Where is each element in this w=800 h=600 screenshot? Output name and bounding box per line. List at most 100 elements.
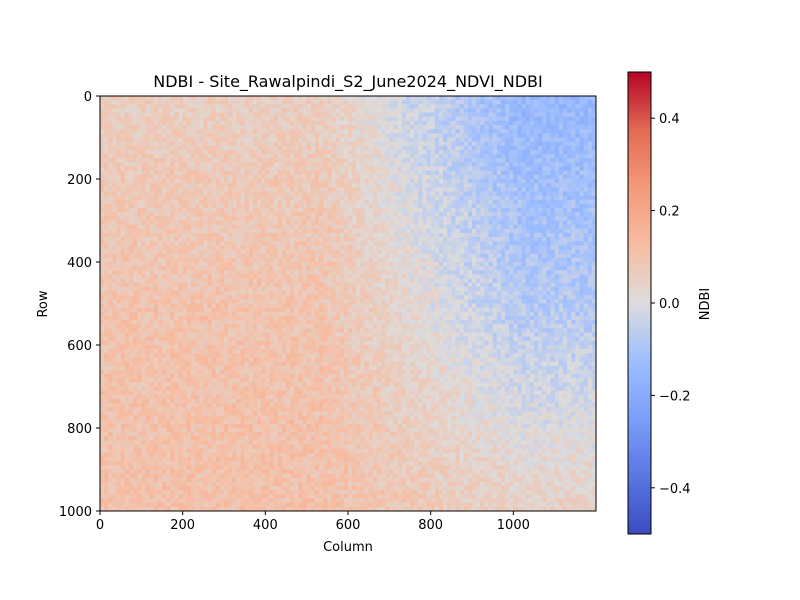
heatmap-cell bbox=[319, 100, 324, 105]
heatmap-cell bbox=[274, 167, 279, 172]
heatmap-cell bbox=[360, 225, 365, 230]
heatmap-cell bbox=[245, 241, 250, 246]
heatmap-cell bbox=[493, 250, 498, 255]
heatmap-cell bbox=[154, 100, 159, 105]
heatmap-cell bbox=[150, 241, 155, 246]
heatmap-cell bbox=[183, 254, 188, 259]
heatmap-cell bbox=[274, 237, 279, 242]
heatmap-cell bbox=[398, 196, 403, 201]
heatmap-cell bbox=[567, 108, 572, 113]
heatmap-cell bbox=[476, 171, 481, 176]
heatmap-cell bbox=[509, 96, 514, 101]
heatmap-cell bbox=[327, 241, 332, 246]
heatmap-cell bbox=[551, 146, 556, 151]
heatmap-cell bbox=[551, 125, 556, 130]
heatmap-cell bbox=[286, 142, 291, 147]
heatmap-cell bbox=[385, 266, 390, 271]
heatmap-cell bbox=[245, 208, 250, 213]
heatmap-cell bbox=[360, 171, 365, 176]
heatmap-cell bbox=[224, 225, 229, 230]
heatmap-cell bbox=[451, 183, 456, 188]
heatmap-cell bbox=[365, 113, 370, 118]
heatmap-cell bbox=[427, 208, 432, 213]
heatmap-cell bbox=[422, 245, 427, 250]
heatmap-cell bbox=[484, 233, 489, 238]
heatmap-cell bbox=[365, 196, 370, 201]
heatmap-cell bbox=[480, 154, 485, 159]
heatmap-cell bbox=[455, 146, 460, 151]
heatmap-cell bbox=[393, 221, 398, 226]
heatmap-cell bbox=[162, 196, 167, 201]
heatmap-cell bbox=[365, 150, 370, 155]
heatmap-cell bbox=[538, 237, 543, 242]
heatmap-cell bbox=[236, 113, 241, 118]
heatmap-cell bbox=[207, 262, 212, 267]
heatmap-cell bbox=[439, 233, 444, 238]
heatmap-cell bbox=[410, 121, 415, 126]
heatmap-cell bbox=[141, 167, 146, 172]
heatmap-cell bbox=[257, 233, 262, 238]
heatmap-cell bbox=[551, 233, 556, 238]
heatmap-cell bbox=[414, 175, 419, 180]
heatmap-cell bbox=[179, 142, 184, 147]
heatmap-cell bbox=[352, 233, 357, 238]
heatmap-cell bbox=[307, 237, 312, 242]
heatmap-cell bbox=[150, 104, 155, 109]
heatmap-cell bbox=[323, 171, 328, 176]
heatmap-cell bbox=[323, 262, 328, 267]
heatmap-cell bbox=[249, 241, 254, 246]
heatmap-cell bbox=[538, 216, 543, 221]
heatmap-cell bbox=[559, 250, 564, 255]
heatmap-cell bbox=[571, 113, 576, 118]
heatmap-cell bbox=[179, 158, 184, 163]
heatmap-cell bbox=[261, 225, 266, 230]
heatmap-cell bbox=[381, 96, 386, 101]
heatmap-cell bbox=[174, 245, 179, 250]
heatmap-cell bbox=[311, 200, 316, 205]
heatmap-cell bbox=[187, 258, 192, 263]
heatmap-cell bbox=[406, 212, 411, 217]
heatmap-cell bbox=[352, 129, 357, 134]
heatmap-cell bbox=[117, 100, 122, 105]
heatmap-cell bbox=[377, 204, 382, 209]
heatmap-cell bbox=[191, 162, 196, 167]
heatmap-cell bbox=[356, 133, 361, 138]
heatmap-cell bbox=[331, 162, 336, 167]
heatmap-cell bbox=[261, 117, 266, 122]
heatmap-cell bbox=[311, 183, 316, 188]
heatmap-cell bbox=[224, 171, 229, 176]
heatmap-cell bbox=[162, 162, 167, 167]
heatmap-cell bbox=[377, 187, 382, 192]
heatmap-cell bbox=[154, 158, 159, 163]
heatmap-cell bbox=[216, 258, 221, 263]
heatmap-cell bbox=[331, 117, 336, 122]
heatmap-cell bbox=[257, 191, 262, 196]
heatmap-cell bbox=[303, 167, 308, 172]
heatmap-cell bbox=[187, 162, 192, 167]
heatmap-cell bbox=[117, 250, 122, 255]
heatmap-cell bbox=[493, 167, 498, 172]
heatmap-cell bbox=[141, 254, 146, 259]
heatmap-cell bbox=[369, 167, 374, 172]
heatmap-cell bbox=[294, 221, 299, 226]
heatmap-cell bbox=[352, 258, 357, 263]
heatmap-cell bbox=[141, 113, 146, 118]
heatmap-cell bbox=[162, 100, 167, 105]
heatmap-cell bbox=[170, 100, 175, 105]
heatmap-cell bbox=[555, 117, 560, 122]
heatmap-cell bbox=[352, 121, 357, 126]
heatmap-cell bbox=[563, 150, 568, 155]
heatmap-cell bbox=[129, 129, 134, 134]
heatmap-cell bbox=[224, 250, 229, 255]
heatmap-cell bbox=[393, 171, 398, 176]
heatmap-cell bbox=[484, 104, 489, 109]
heatmap-cell bbox=[117, 104, 122, 109]
heatmap-cell bbox=[183, 162, 188, 167]
heatmap-cell bbox=[191, 212, 196, 217]
heatmap-cell bbox=[385, 125, 390, 130]
heatmap-cell bbox=[108, 146, 113, 151]
heatmap-cell bbox=[249, 233, 254, 238]
heatmap-cell bbox=[563, 196, 568, 201]
heatmap-cell bbox=[340, 262, 345, 267]
heatmap-cell bbox=[410, 241, 415, 246]
